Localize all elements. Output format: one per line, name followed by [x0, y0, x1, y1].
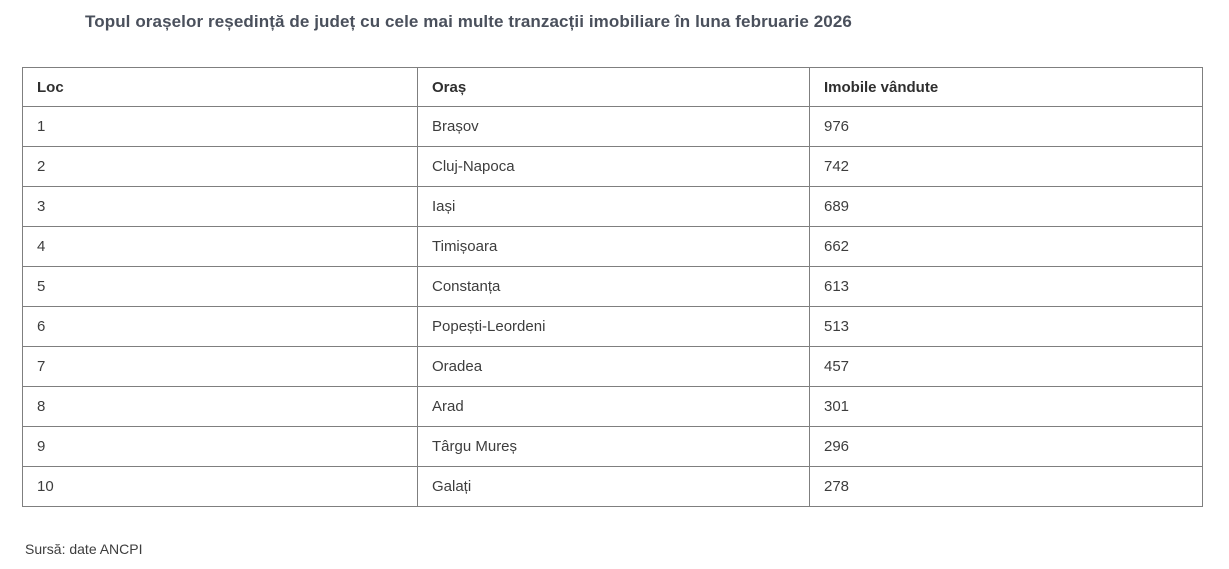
- sold-count-cell: 689: [809, 186, 1203, 227]
- table-row: 9 Târgu Mureș 296: [22, 426, 1203, 467]
- sold-count-cell: 513: [809, 306, 1203, 347]
- rank-cell: 1: [22, 106, 418, 147]
- rank-cell: 8: [22, 386, 418, 427]
- table-row: 2 Cluj-Napoca 742: [22, 146, 1203, 187]
- sold-count-cell: 301: [809, 386, 1203, 427]
- table-row: 7 Oradea 457: [22, 346, 1203, 387]
- sold-count-cell: 296: [809, 426, 1203, 467]
- table-row: 5 Constanța 613: [22, 266, 1203, 307]
- rank-cell: 9: [22, 426, 418, 467]
- table-row: 3 Iași 689: [22, 186, 1203, 227]
- sold-count-cell: 613: [809, 266, 1203, 307]
- table-row: 8 Arad 301: [22, 386, 1203, 427]
- table-row: 4 Timișoara 662: [22, 226, 1203, 267]
- table-row: 10 Galați 278: [22, 466, 1203, 507]
- rank-cell: 10: [22, 466, 418, 507]
- sold-count-cell: 457: [809, 346, 1203, 387]
- city-cell: Constanța: [417, 266, 810, 307]
- column-header: Oraș: [417, 67, 810, 107]
- city-cell: Timișoara: [417, 226, 810, 267]
- table-body: 1 Brașov 976 2 Cluj-Napoca 742 3 Iași 689 4 Timișo…: [22, 106, 1203, 507]
- sold-count-cell: 976: [809, 106, 1203, 147]
- city-cell: Cluj-Napoca: [417, 146, 810, 187]
- sold-count-cell: 278: [809, 466, 1203, 507]
- rank-cell: 4: [22, 226, 418, 267]
- rank-cell: 6: [22, 306, 418, 347]
- table-header: Loc Oraș Imobile vândute: [22, 67, 1203, 107]
- city-cell: Brașov: [417, 106, 810, 147]
- city-cell: Popești-Leordeni: [417, 306, 810, 347]
- source-note: Sursă: date ANCPI: [25, 541, 143, 557]
- table-row: 6 Popești-Leordeni 513: [22, 306, 1203, 347]
- city-cell: Iași: [417, 186, 810, 227]
- sold-count-cell: 662: [809, 226, 1203, 267]
- page-title: Topul orașelor reședință de județ cu cel…: [85, 12, 852, 31]
- transactions-table: Loc Oraș Imobile vândute 1 Brașov 976 2 Cluj-N…: [22, 67, 1203, 507]
- sold-count-cell: 742: [809, 146, 1203, 187]
- rank-cell: 5: [22, 266, 418, 307]
- rank-cell: 3: [22, 186, 418, 227]
- city-cell: Oradea: [417, 346, 810, 387]
- table-header-row: Loc Oraș Imobile vândute: [22, 67, 1203, 107]
- table-row: 1 Brașov 976: [22, 106, 1203, 147]
- rank-cell: 2: [22, 146, 418, 187]
- city-cell: Galați: [417, 466, 810, 507]
- city-cell: Târgu Mureș: [417, 426, 810, 467]
- rank-cell: 7: [22, 346, 418, 387]
- column-header: Loc: [22, 67, 418, 107]
- city-cell: Arad: [417, 386, 810, 427]
- column-header: Imobile vândute: [809, 67, 1203, 107]
